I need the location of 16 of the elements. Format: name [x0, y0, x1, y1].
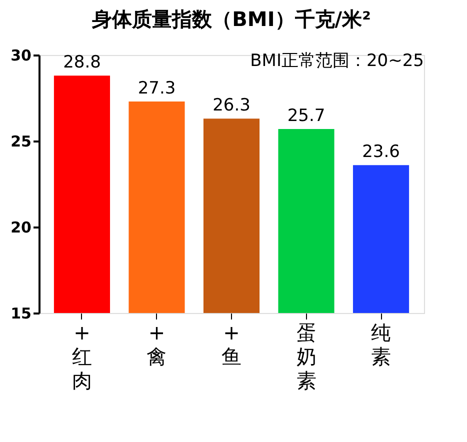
x-tick-label: 纯素: [371, 320, 392, 368]
x-tick-label: 蛋奶素: [296, 320, 316, 392]
y-tick-label: 20: [10, 218, 32, 236]
data-label: 23.6: [362, 142, 400, 162]
y-tick-label: 25: [10, 132, 32, 150]
y-tick-label: 30: [10, 46, 32, 64]
data-label: 28.8: [63, 52, 101, 73]
annotation: BMI正常范围：20~25: [250, 51, 424, 71]
x-tick-label: +鱼: [222, 320, 242, 368]
chart-title: 身体质量指数（BMI）千克/米²: [91, 7, 371, 31]
y-tick-label: 15: [10, 304, 32, 322]
data-label: 26.3: [212, 96, 250, 116]
x-tick-label: +禽: [146, 320, 167, 368]
data-label: 27.3: [138, 78, 176, 98]
data-label: 25.7: [287, 106, 326, 126]
x-tick-label: +红肉: [72, 320, 92, 392]
